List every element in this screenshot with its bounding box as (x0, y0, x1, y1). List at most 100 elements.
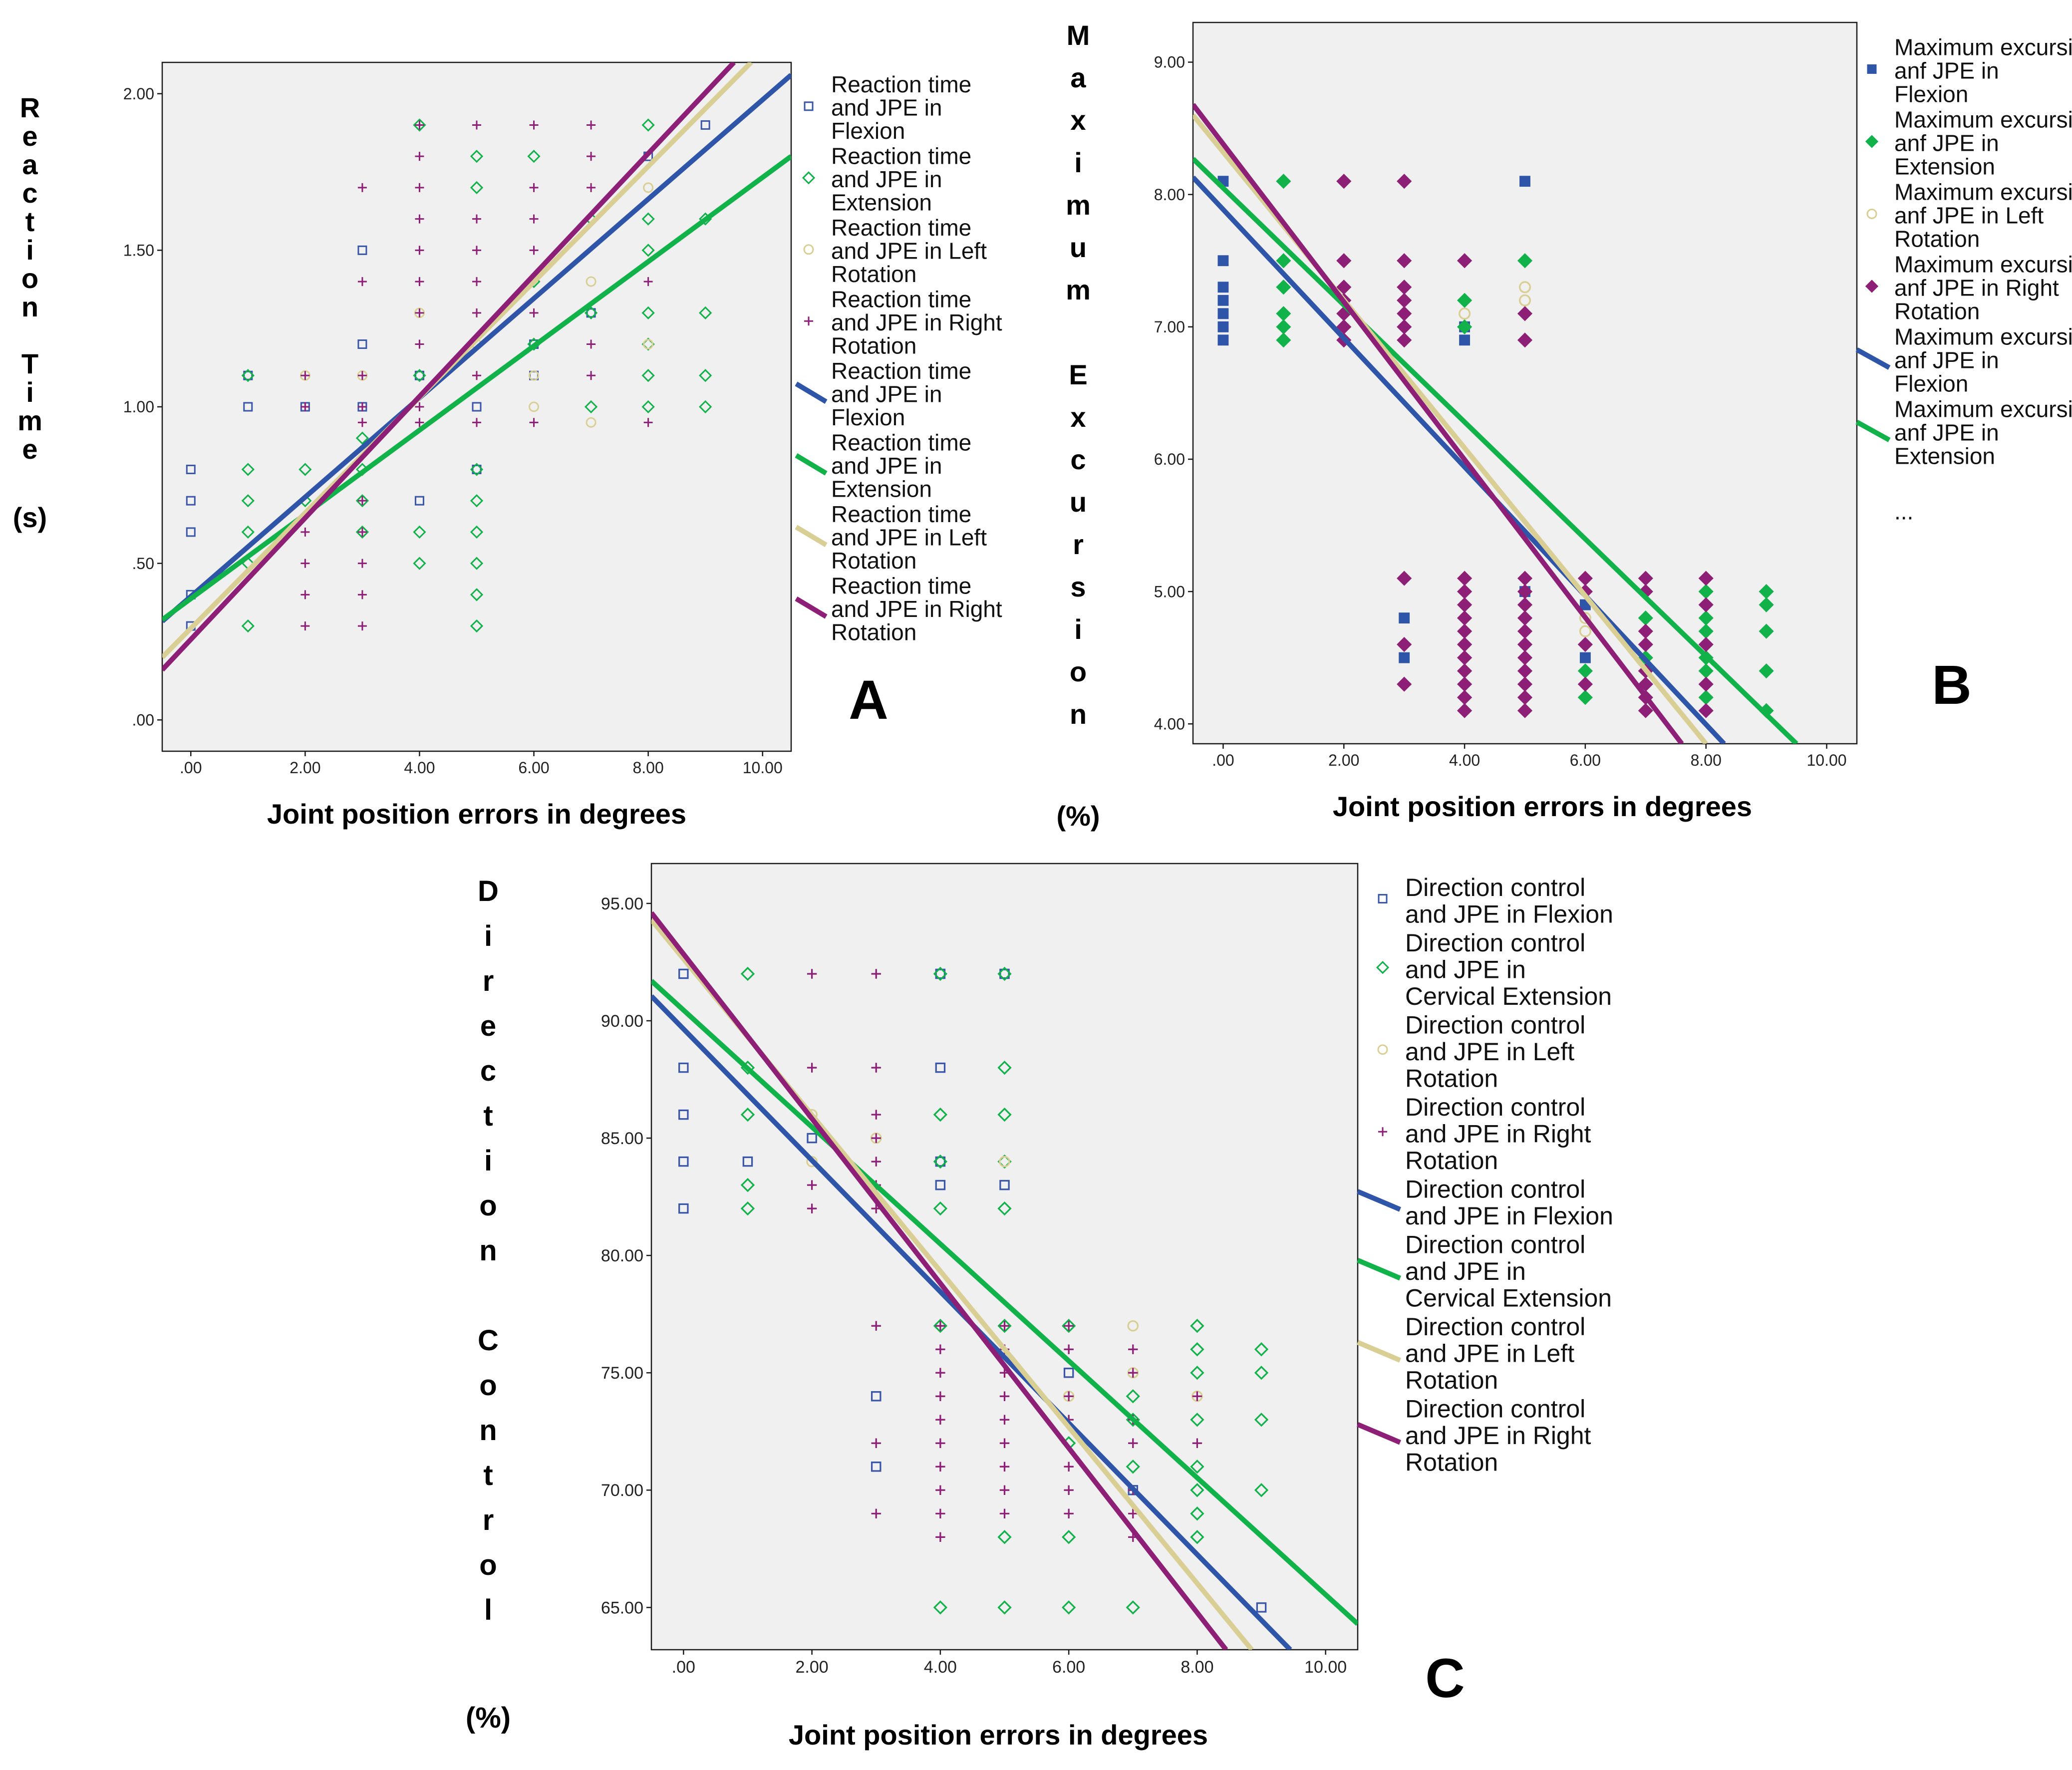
data-point (1064, 1321, 1074, 1331)
data-point (413, 369, 426, 382)
data-point (871, 1321, 881, 1331)
data-point (1519, 176, 1530, 187)
data-point (472, 246, 481, 255)
data-point (1577, 676, 1593, 692)
data-point (871, 1391, 882, 1402)
data-point (1217, 334, 1229, 346)
y-axis-letter: n (1070, 698, 1087, 730)
data-point (641, 369, 655, 382)
data-point (1254, 1366, 1269, 1380)
legend-label: Rotation (1405, 1065, 1498, 1093)
data-point (641, 118, 655, 132)
legend-label: Direction control (1405, 1093, 1585, 1121)
data-point (643, 182, 654, 193)
data-point (999, 1391, 1010, 1401)
data-point (1217, 295, 1229, 306)
y-axis-letter: e (480, 1010, 496, 1042)
y-axis-letter: n (21, 291, 38, 322)
data-point (1190, 1413, 1204, 1427)
legend-label: and JPE in Right (831, 596, 1002, 622)
y-axis-letter: i (484, 920, 492, 952)
data-point (1190, 1530, 1204, 1544)
data-point (807, 1063, 817, 1073)
y-tick-label: 8.00 (1154, 186, 1185, 204)
data-point (1126, 1460, 1140, 1474)
panel-letter: C (1425, 1648, 1465, 1709)
data-point (935, 1508, 945, 1519)
data-point (1759, 623, 1774, 639)
data-point (999, 1462, 1010, 1472)
legend-line-swatch (1357, 1189, 1401, 1212)
data-point (357, 621, 367, 631)
data-point (1276, 332, 1291, 348)
legend-label: Reaction time (831, 71, 971, 97)
legend-label: Direction control (1405, 874, 1585, 901)
legend-label: Maximum excursion (1894, 179, 2072, 205)
y-axis-letter: R (20, 92, 40, 123)
legend-label: anf JPE in (1894, 57, 1999, 83)
data-point (643, 418, 653, 427)
legend-label: Rotation (831, 332, 916, 358)
data-point (300, 559, 310, 568)
legend-label: and JPE in Left (1405, 1340, 1574, 1368)
legend-item: Maximum excursionanf JPE in RightRotatio… (1865, 251, 2072, 324)
data-point (241, 619, 255, 633)
data-point (871, 1063, 881, 1073)
data-point (935, 1415, 945, 1425)
data-point (997, 1600, 1012, 1615)
y-tick-label: .00 (132, 711, 154, 729)
data-point (1579, 625, 1591, 637)
series-flexion (678, 968, 1267, 1613)
x-axis-label: Joint position errors in degrees (267, 798, 686, 830)
legend-marker (1865, 280, 1879, 293)
legend-label: Cervical Extension (1405, 1284, 1612, 1312)
legend-label: and JPE in Left (1405, 1038, 1574, 1066)
data-point (935, 1485, 945, 1495)
data-point (587, 152, 596, 161)
y-axis-letter: o (479, 1549, 497, 1581)
data-point (871, 1508, 881, 1519)
y-tick-label: 65.00 (601, 1598, 643, 1617)
data-point (997, 1201, 1012, 1216)
y-tick-label: 7.00 (1154, 318, 1185, 336)
y-axis-letter: e (22, 433, 37, 465)
x-tick-label: .00 (180, 759, 202, 777)
data-point (357, 339, 367, 349)
data-point (678, 1156, 689, 1167)
data-point (1698, 637, 1714, 652)
y-axis-letter: u (1070, 232, 1087, 263)
data-point (641, 400, 655, 414)
data-point (643, 339, 654, 350)
x-tick-label: 10.00 (1807, 751, 1847, 769)
x-tick-label: 2.00 (290, 759, 320, 777)
data-point (1190, 1483, 1204, 1497)
y-tick-label: 95.00 (601, 894, 643, 913)
data-point (641, 306, 655, 319)
data-point (1192, 1391, 1202, 1401)
data-point (935, 1532, 945, 1542)
data-point (1063, 1367, 1074, 1378)
legend-label: and JPE in (1405, 1257, 1526, 1285)
legend-label: anf JPE in (1894, 419, 1999, 445)
y-axis-letter: t (483, 1459, 493, 1491)
legend-label: Flexion (1894, 81, 1968, 107)
y-tick-label: 2.00 (123, 85, 154, 103)
y-axis-letter: i (484, 1145, 492, 1177)
legend-marker (1378, 1127, 1387, 1137)
data-point (1217, 321, 1229, 332)
data-point (999, 968, 1010, 979)
data-point (357, 527, 367, 537)
data-point (472, 402, 482, 412)
data-point (1126, 1600, 1140, 1615)
data-point (241, 494, 255, 508)
chart-panel-a: .00 .50 1.00 1.50 2.00 .00 2.00 4.00 6.00 8.00 10.… (13, 61, 1002, 830)
legend-label: and JPE in (831, 94, 942, 120)
